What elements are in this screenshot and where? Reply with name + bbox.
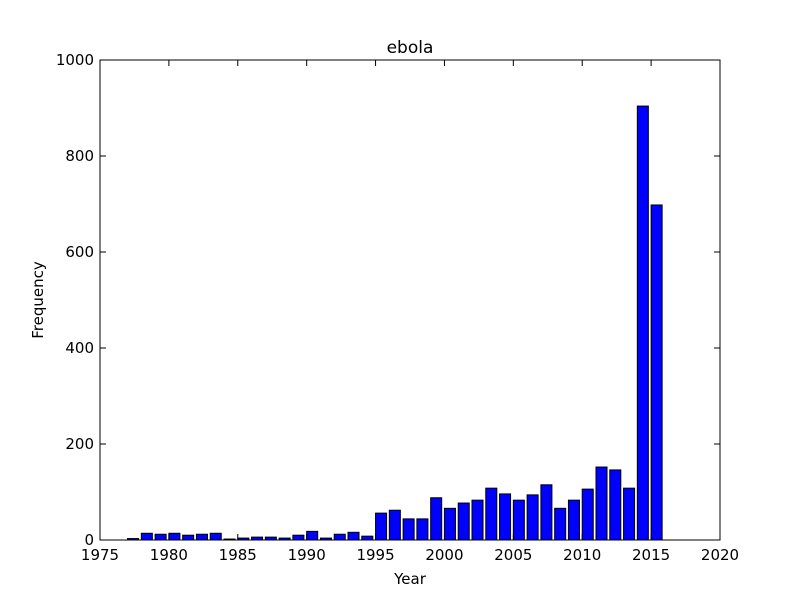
bar xyxy=(499,493,512,541)
bar xyxy=(595,466,608,541)
y-tick-label: 400 xyxy=(65,339,94,357)
bar xyxy=(388,509,401,541)
bar xyxy=(609,469,622,541)
y-tick-label: 1000 xyxy=(56,51,94,69)
y-tick-label: 800 xyxy=(65,147,94,165)
bar xyxy=(306,530,319,541)
x-axis-label: Year xyxy=(393,570,427,588)
bar xyxy=(457,502,470,541)
bar xyxy=(333,533,346,541)
bar xyxy=(567,499,580,541)
bar xyxy=(182,534,195,541)
x-tick-label: 2000 xyxy=(425,546,463,564)
bar xyxy=(416,518,429,541)
bar xyxy=(292,534,305,541)
bar xyxy=(402,518,415,541)
chart-title: ebola xyxy=(387,38,434,58)
bar xyxy=(154,533,167,541)
x-tick-label: 1990 xyxy=(288,546,326,564)
bar xyxy=(209,532,222,541)
y-tick-label: 200 xyxy=(65,435,94,453)
bar xyxy=(471,499,484,541)
bar xyxy=(195,533,208,541)
bar xyxy=(485,487,498,541)
x-tick-label: 2020 xyxy=(701,546,739,564)
x-tick-label: 2015 xyxy=(632,546,670,564)
bar xyxy=(168,532,181,541)
x-tick-label: 2010 xyxy=(563,546,601,564)
bar xyxy=(650,204,663,541)
bar xyxy=(430,497,443,541)
bar xyxy=(347,531,360,541)
x-tick-label: 1980 xyxy=(150,546,188,564)
bar xyxy=(140,532,153,541)
bar xyxy=(636,105,649,541)
bar xyxy=(581,488,594,541)
y-tick-label: 0 xyxy=(84,531,94,549)
x-tick-label: 1975 xyxy=(81,546,119,564)
x-tick-label: 1985 xyxy=(219,546,257,564)
x-tick-label: 1995 xyxy=(356,546,394,564)
plot-frame xyxy=(99,59,721,541)
bar xyxy=(526,494,539,541)
bar xyxy=(512,499,525,541)
bar xyxy=(443,507,456,541)
bar xyxy=(540,484,553,541)
y-tick-label: 600 xyxy=(65,243,94,261)
bar xyxy=(623,487,636,541)
y-axis-label: Frequency xyxy=(29,261,47,339)
bar xyxy=(361,535,374,541)
bar xyxy=(554,507,567,541)
x-tick-label: 2005 xyxy=(494,546,532,564)
bar xyxy=(375,512,388,541)
